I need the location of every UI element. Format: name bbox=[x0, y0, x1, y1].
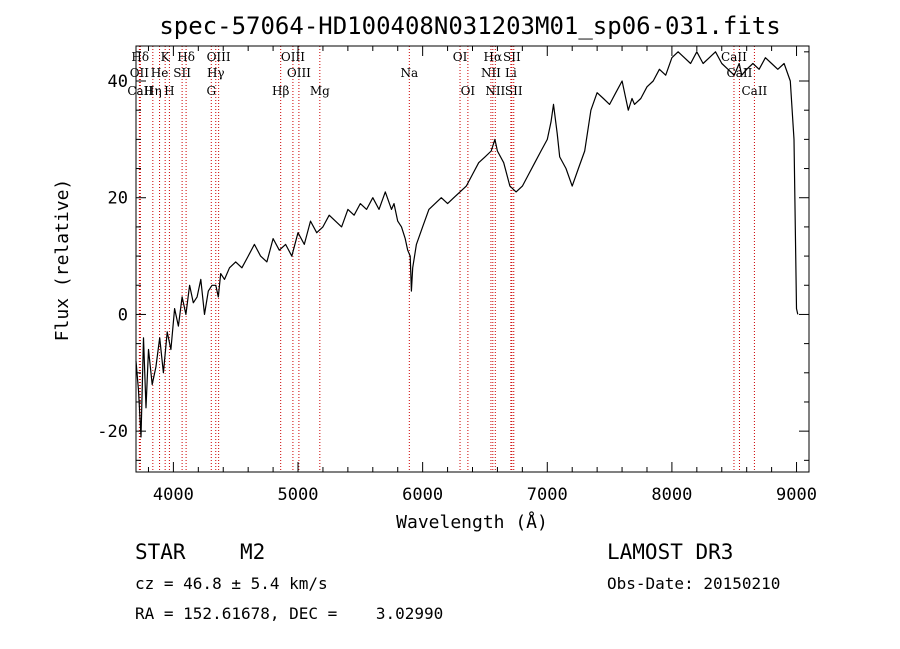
line-marker-label: Hη bbox=[144, 84, 162, 98]
line-marker-label: OIII bbox=[207, 50, 231, 64]
y-tick-label: -20 bbox=[97, 422, 128, 442]
line-marker-label: G bbox=[206, 84, 216, 98]
x-tick-label: 7000 bbox=[527, 485, 568, 505]
obs-date: Obs-Date: 20150210 bbox=[607, 574, 781, 593]
y-tick-label: 20 bbox=[108, 189, 128, 209]
line-marker-label: OIII bbox=[281, 50, 305, 64]
line-marker-label: Hα bbox=[484, 50, 503, 64]
line-marker-label: NII bbox=[485, 84, 505, 98]
coordinates: RA = 152.61678, DEC = 3.02990 bbox=[135, 604, 444, 623]
x-tick-label: 5000 bbox=[278, 485, 319, 505]
spectrum-series bbox=[135, 51, 799, 438]
line-marker-label: NII bbox=[481, 66, 501, 80]
x-tick-label: 4000 bbox=[153, 485, 194, 505]
line-marker-label: SII bbox=[503, 50, 521, 64]
line-marker-label: OI bbox=[453, 50, 468, 64]
y-tick-label: 0 bbox=[118, 305, 128, 325]
object-type: STAR bbox=[135, 540, 186, 564]
plot-frame bbox=[135, 45, 810, 473]
line-marker-label: He bbox=[151, 66, 169, 80]
line-marker-label: CaII bbox=[127, 84, 153, 98]
line-marker-label: K bbox=[161, 50, 171, 64]
x-tick-label: 8000 bbox=[651, 485, 692, 505]
line-marker-label: Hγ bbox=[207, 66, 225, 80]
line-marker-label: CaII bbox=[721, 50, 747, 64]
line-marker-label: Hβ bbox=[272, 84, 289, 98]
y-axis-label: Flux (relative) bbox=[52, 179, 73, 342]
line-marker-label: OIII bbox=[287, 66, 311, 80]
x-tick-label: 6000 bbox=[402, 485, 443, 505]
line-marker-label: SII bbox=[505, 84, 523, 98]
y-tick-label: 40 bbox=[108, 72, 128, 92]
chart-title: spec-57064-HD100408N031203M01_sp06-031.f… bbox=[159, 12, 780, 40]
line-marker-label: OII bbox=[130, 66, 150, 80]
redshift-readout: cz = 46.8 ± 5.4 km/s bbox=[135, 574, 328, 593]
x-axis-label: Wavelength (Å) bbox=[396, 511, 548, 533]
line-marker-label: Hδ bbox=[177, 50, 195, 64]
x-axis: 4000 5000 6000 7000 8000 9000 bbox=[147, 46, 817, 505]
survey-name: LAMOST DR3 bbox=[607, 540, 734, 564]
line-marker-label: SII bbox=[173, 66, 191, 80]
x-tick-label: 9000 bbox=[776, 485, 817, 505]
line-marker-label: Na bbox=[400, 66, 418, 80]
line-marker-label: Mg bbox=[310, 84, 330, 98]
line-marker-label: OI bbox=[461, 84, 476, 98]
spectrum-line bbox=[135, 51, 799, 438]
y-axis: -20 0 20 40 bbox=[97, 51, 809, 461]
line-marker-label: Li bbox=[505, 66, 517, 80]
line-marker-label: CaII bbox=[741, 84, 767, 98]
line-markers bbox=[138, 46, 755, 472]
object-subclass: M2 bbox=[240, 540, 266, 564]
line-marker-label: H bbox=[164, 84, 174, 98]
